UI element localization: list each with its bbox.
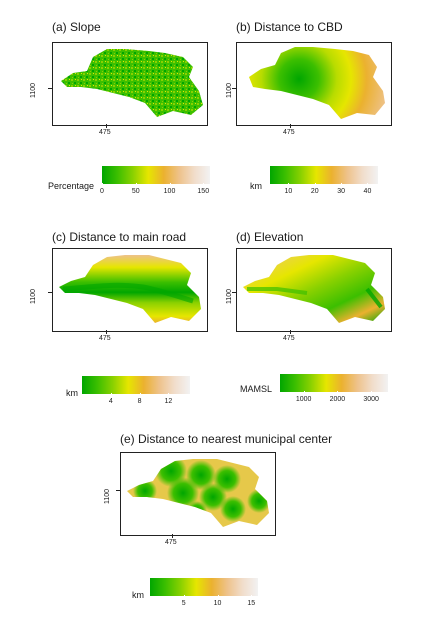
legend-tick-mark [303,391,305,394]
y-tick-label: 1100 [226,82,233,98]
legend-color-bar [280,374,388,392]
legend-tick-label: 15 [247,600,256,607]
legend-tick-mark [371,391,373,394]
y-tick-label: 1100 [30,288,37,304]
legend-tick-label: 8 [137,398,142,405]
slope-map [61,49,203,117]
legend-tick-label: 10 [213,600,222,607]
map-frame [52,42,208,126]
y-tick-label: 1100 [226,288,233,304]
legend-tick-label: 40 [363,188,372,195]
legend-tick-label: 0 [100,188,104,195]
legend-tick-label: 12 [164,398,173,405]
legend-title: MAMSL [240,384,273,394]
legend-tick-mark [314,183,316,186]
map-frame [236,248,392,332]
legend-tick-mark [102,183,103,186]
legend-color-bar [82,376,190,394]
legend-tick-label: 100 [163,188,176,195]
panel-title: (c) Distance to main road [52,230,187,244]
legend-tick-mark [110,393,112,396]
legend-tick-mark [183,595,185,598]
legend-tick-label: 30 [337,188,346,195]
x-tick-label: 475 [283,129,295,136]
cbd-distance-map [249,47,385,119]
map-frame [120,452,276,536]
legend-color-bar [270,166,378,184]
x-tick-label: 475 [283,335,295,342]
legend-tick-mark [203,183,205,186]
panel-title: (d) Elevation [236,230,304,244]
legend-tick-label: 2000 [329,396,346,403]
y-tick-label: 1100 [104,488,111,504]
legend-color-bar [102,166,210,184]
legend-tick-mark [337,391,339,394]
panel-title: (b) Distance to CBD [236,20,343,34]
legend-title: km [250,181,262,191]
legend-tick-label: 50 [131,188,140,195]
x-tick-label: 475 [165,539,177,546]
elevation-map [243,255,385,323]
legend-tick-mark [139,393,141,396]
legend-tick-mark [367,183,369,186]
legend-title: km [132,590,144,600]
map-frame [52,248,208,332]
legend-color-bar [150,578,258,596]
legend-title: Percentage [48,181,95,191]
legend-tick-label: 5 [181,600,186,607]
panel-title: (a) Slope [52,20,101,34]
y-tick-label: 1100 [30,82,37,98]
legend-tick-label: 3000 [363,396,379,403]
legend-tick-label: 4 [108,398,113,405]
legend-tick-mark [288,183,290,186]
legend-tick-label: 10 [284,188,293,195]
municipal-distance-map [127,459,269,527]
legend-title: km [66,388,78,398]
legend-tick-mark [169,183,171,186]
legend-tick-mark [217,595,219,598]
x-tick-label: 475 [99,335,111,342]
x-tick-label: 475 [99,129,111,136]
legend-tick-mark [135,183,137,186]
legend-tick-mark [168,393,170,396]
map-frame [236,42,392,126]
legend-tick-label: 150 [197,188,210,195]
panel-title: (e) Distance to nearest municipal center [120,432,333,446]
legend-tick-mark [251,595,253,598]
legend-tick-label: 20 [310,188,319,195]
legend-tick-label: 1000 [295,396,312,403]
legend-tick-mark [341,183,343,186]
road-distance-map [59,255,201,323]
